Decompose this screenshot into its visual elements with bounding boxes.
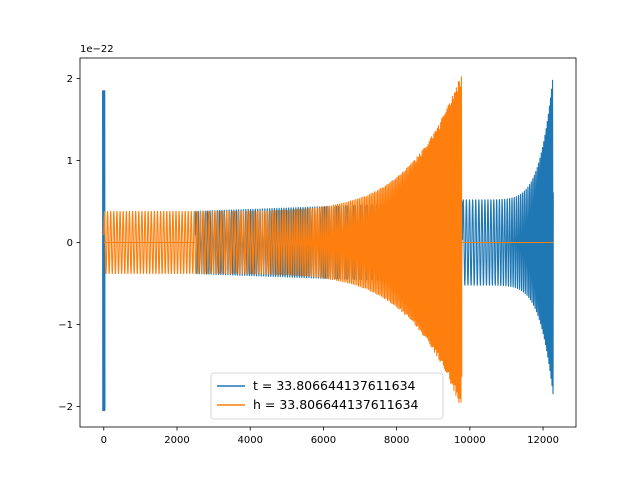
x-tick-label: 12000 xyxy=(527,435,559,446)
series-line-spike xyxy=(102,90,106,412)
legend: t = 33.806644137611634 h = 33.80664413761… xyxy=(210,372,444,420)
series-line-chirp xyxy=(461,79,554,395)
plot-series-group xyxy=(102,76,554,412)
legend-label: h = 33.806644137611634 xyxy=(253,397,419,412)
x-tick-label: 0 xyxy=(101,435,107,446)
series-1 xyxy=(103,76,554,404)
y-tick-label: 2 xyxy=(67,74,73,85)
legend-box xyxy=(210,372,444,420)
y-axis: −2 −1 0 1 2 xyxy=(58,74,80,413)
y-tick-label: 0 xyxy=(67,238,73,249)
y-tick-label: 1 xyxy=(67,156,73,167)
x-tick-label: 4000 xyxy=(237,435,262,446)
legend-label: t = 33.806644137611634 xyxy=(253,378,416,393)
series-line-chirp xyxy=(103,76,463,404)
x-tick-label: 8000 xyxy=(384,435,409,446)
x-axis: 0 2000 4000 6000 8000 10000 12000 xyxy=(101,427,559,446)
y-tick-label: −1 xyxy=(58,320,73,331)
x-tick-label: 6000 xyxy=(311,435,336,446)
y-offset-label: 1e−22 xyxy=(80,44,114,55)
y-tick-label: −2 xyxy=(58,402,73,413)
x-tick-label: 2000 xyxy=(164,435,189,446)
x-tick-label: 10000 xyxy=(454,435,486,446)
